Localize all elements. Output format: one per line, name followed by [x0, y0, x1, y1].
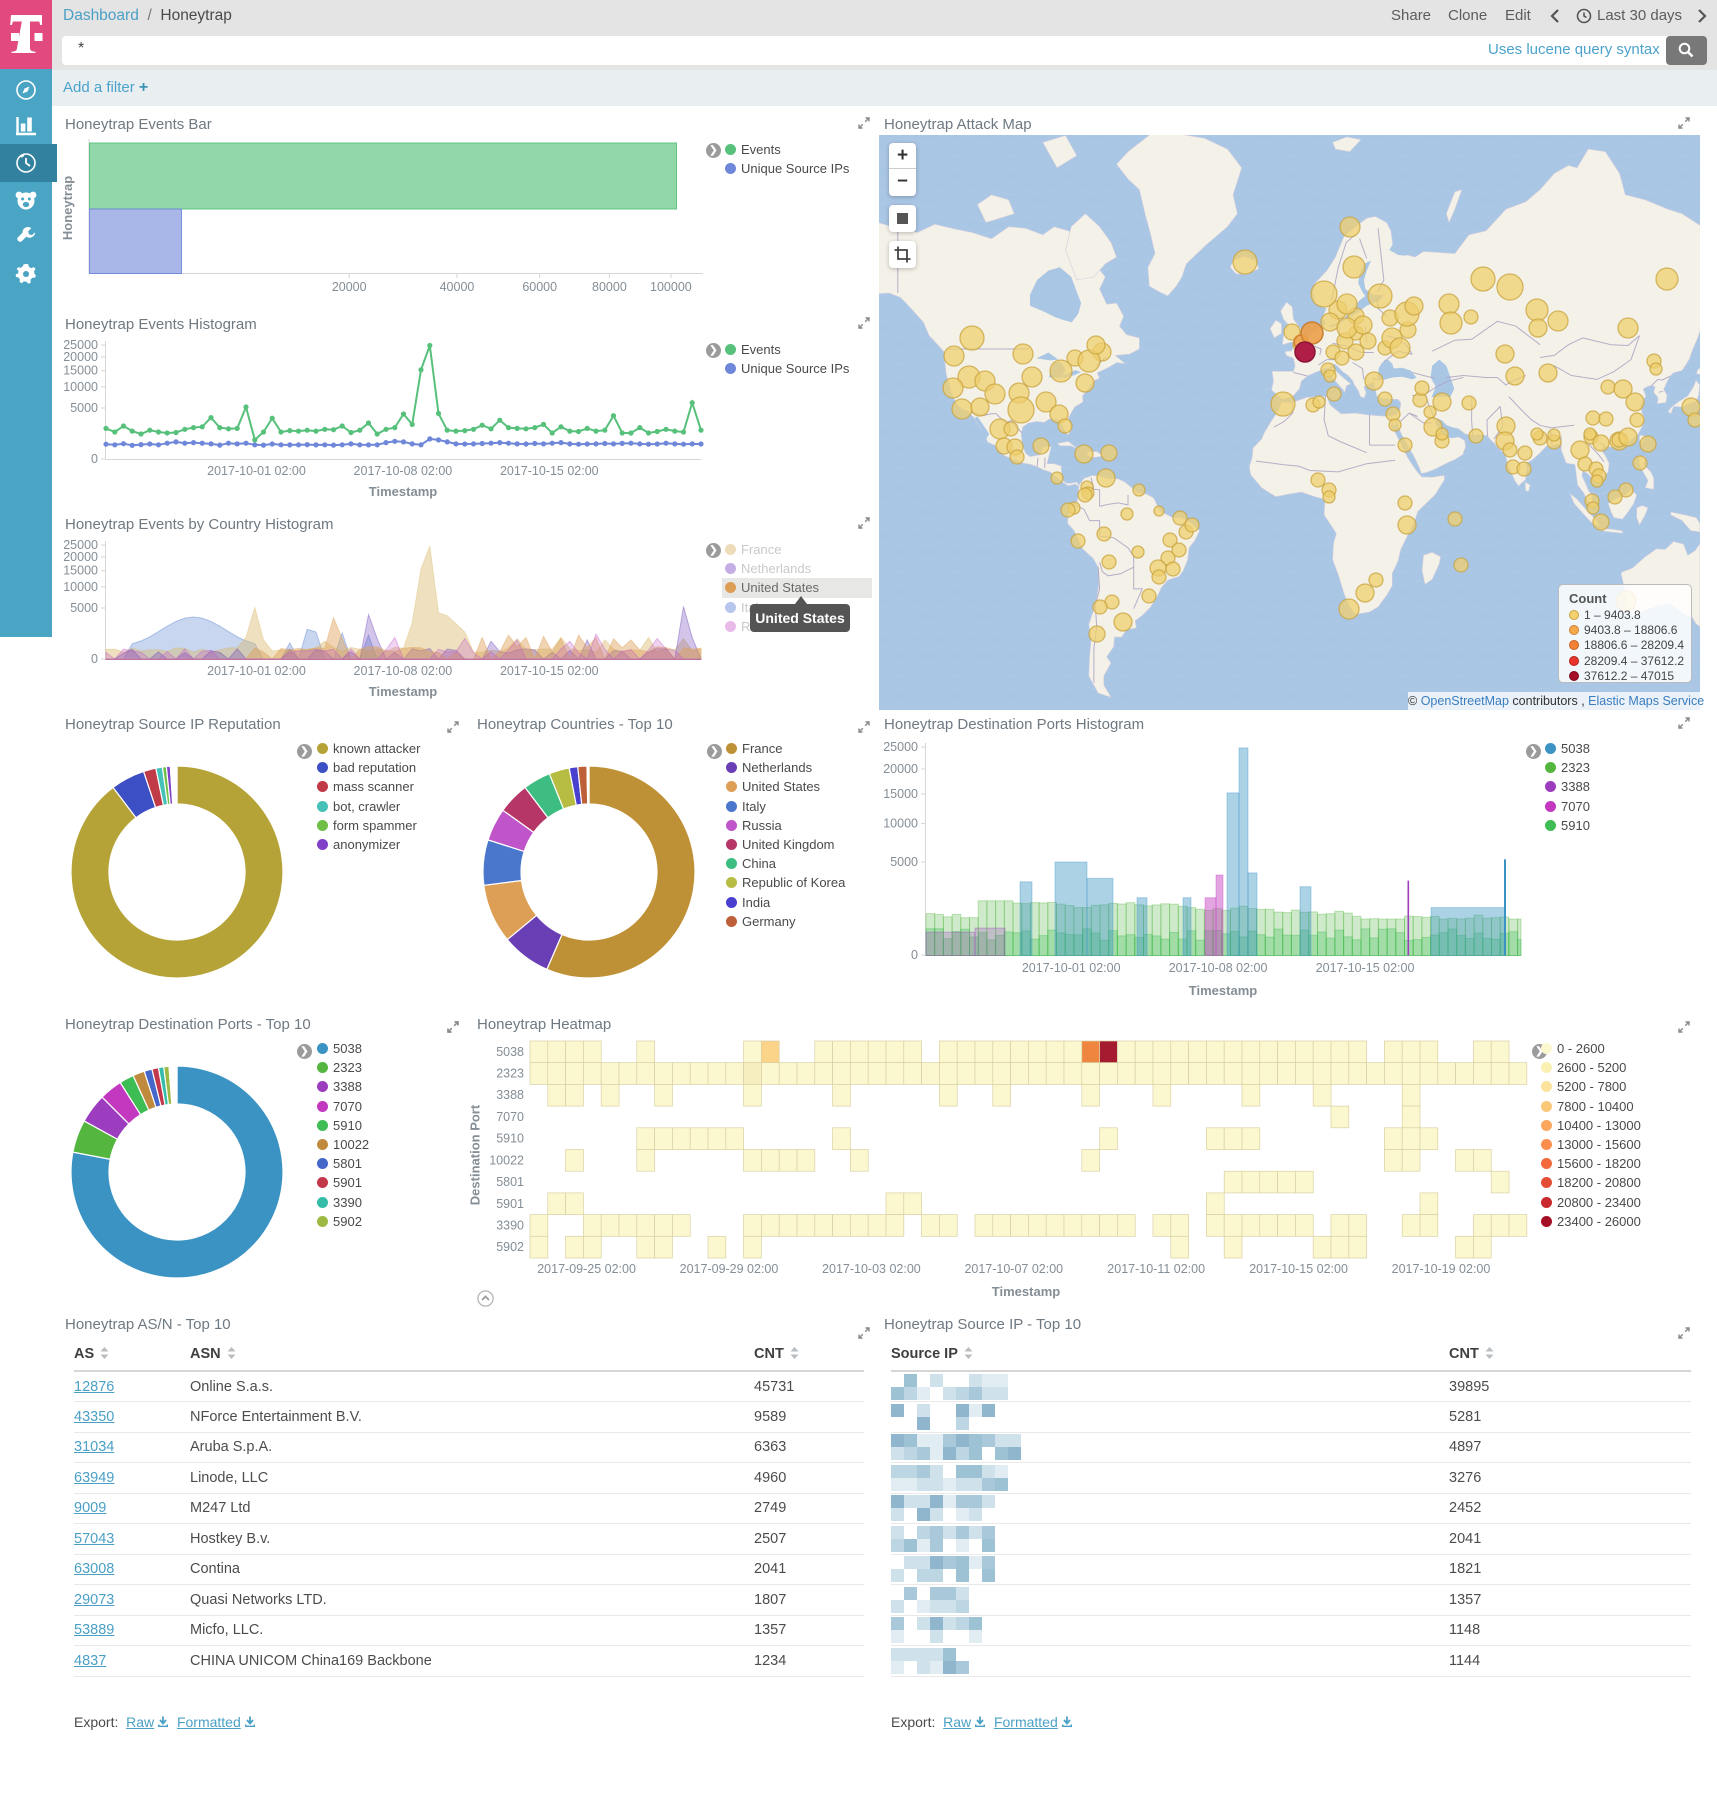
svg-text:10000: 10000: [63, 580, 98, 594]
svg-text:0: 0: [91, 652, 98, 666]
svg-text:40000: 40000: [440, 280, 475, 294]
svg-text:2017-09-29 02:00: 2017-09-29 02:00: [680, 1262, 779, 1276]
svg-text:Timestamp: Timestamp: [992, 1284, 1060, 1299]
svg-text:2017-10-01 02:00: 2017-10-01 02:00: [207, 664, 306, 678]
svg-text:25000: 25000: [63, 338, 98, 352]
svg-text:20000: 20000: [63, 350, 98, 364]
svg-text:2017-10-08 02:00: 2017-10-08 02:00: [354, 664, 453, 678]
svg-text:5038: 5038: [496, 1045, 524, 1059]
svg-text:Destination Port: Destination Port: [468, 1104, 483, 1205]
svg-text:15000: 15000: [63, 564, 98, 578]
svg-text:2017-10-03 02:00: 2017-10-03 02:00: [822, 1262, 921, 1276]
svg-text:3390: 3390: [496, 1218, 524, 1232]
svg-text:5910: 5910: [496, 1132, 524, 1146]
svg-text:60000: 60000: [522, 280, 557, 294]
svg-text:5000: 5000: [890, 855, 918, 869]
svg-text:100000: 100000: [650, 280, 692, 294]
svg-text:Honeytrap: Honeytrap: [60, 176, 75, 240]
svg-text:2017-10-15 02:00: 2017-10-15 02:00: [1249, 1262, 1348, 1276]
svg-text:Timestamp: Timestamp: [369, 484, 437, 499]
svg-text:Timestamp: Timestamp: [369, 684, 437, 699]
svg-text:2017-10-15 02:00: 2017-10-15 02:00: [500, 464, 599, 478]
svg-text:Timestamp: Timestamp: [1189, 983, 1257, 998]
svg-text:10000: 10000: [63, 380, 98, 394]
svg-text:5000: 5000: [70, 601, 98, 615]
svg-text:80000: 80000: [592, 280, 627, 294]
svg-text:2017-10-01 02:00: 2017-10-01 02:00: [1022, 961, 1121, 975]
svg-text:3388: 3388: [496, 1088, 524, 1102]
svg-text:10022: 10022: [489, 1153, 524, 1167]
svg-text:5901: 5901: [496, 1197, 524, 1211]
svg-text:2017-09-25 02:00: 2017-09-25 02:00: [537, 1262, 636, 1276]
svg-text:5000: 5000: [70, 401, 98, 415]
svg-text:25000: 25000: [63, 538, 98, 552]
svg-text:2017-10-11 02:00: 2017-10-11 02:00: [1107, 1262, 1205, 1276]
svg-text:5801: 5801: [496, 1175, 524, 1189]
svg-text:0: 0: [91, 452, 98, 466]
svg-text:10000: 10000: [883, 817, 918, 831]
svg-text:2017-10-01 02:00: 2017-10-01 02:00: [207, 464, 306, 478]
svg-text:7070: 7070: [496, 1110, 524, 1124]
svg-text:20000: 20000: [63, 550, 98, 564]
svg-text:2017-10-08 02:00: 2017-10-08 02:00: [354, 464, 453, 478]
svg-text:2017-10-08 02:00: 2017-10-08 02:00: [1169, 961, 1268, 975]
svg-text:0: 0: [911, 948, 918, 962]
svg-text:15000: 15000: [883, 787, 918, 801]
svg-text:2017-10-15 02:00: 2017-10-15 02:00: [1316, 961, 1415, 975]
svg-text:25000: 25000: [883, 740, 918, 754]
svg-text:20000: 20000: [332, 280, 367, 294]
svg-text:2017-10-15 02:00: 2017-10-15 02:00: [500, 664, 599, 678]
svg-text:2017-10-19 02:00: 2017-10-19 02:00: [1392, 1262, 1491, 1276]
svg-text:15000: 15000: [63, 364, 98, 378]
svg-text:20000: 20000: [883, 762, 918, 776]
svg-text:5902: 5902: [496, 1240, 524, 1254]
svg-text:2017-10-07 02:00: 2017-10-07 02:00: [964, 1262, 1063, 1276]
svg-text:2323: 2323: [496, 1067, 524, 1081]
